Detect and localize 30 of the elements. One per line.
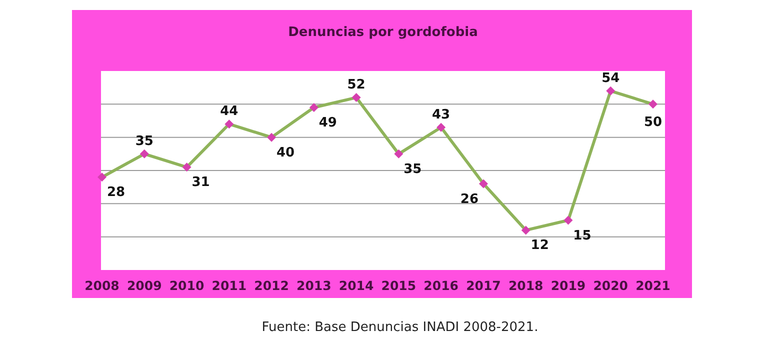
x-tick-label: 2015: [381, 278, 416, 293]
data-label: 54: [602, 70, 620, 86]
data-label: 44: [220, 104, 238, 120]
source-note: Fuente: Base Denuncias INADI 2008-2021.: [262, 320, 538, 335]
data-label: 49: [318, 115, 337, 130]
x-tick-label: 2010: [169, 278, 204, 293]
data-label: 40: [276, 145, 295, 160]
x-tick-label: 2014: [338, 278, 374, 293]
data-label: 52: [347, 78, 366, 93]
x-tick-label: 2008: [84, 278, 120, 293]
data-label: 35: [404, 162, 422, 177]
x-tick-label: 2019: [550, 278, 586, 293]
x-tick-label: 2017: [466, 278, 501, 293]
x-tick-label: 2020: [593, 278, 628, 293]
data-label: 15: [573, 228, 592, 244]
x-tick-label: 2009: [126, 278, 162, 293]
x-tick-label: 2013: [296, 278, 332, 293]
data-label: 26: [460, 192, 479, 207]
data-label: 50: [644, 115, 662, 130]
data-label: 31: [192, 175, 210, 190]
x-tick-label: 2012: [254, 278, 289, 293]
chart-title: Denuncias por gordofobia: [288, 25, 478, 40]
data-label: 28: [106, 185, 126, 200]
data-label: 43: [432, 107, 450, 122]
data-label: 12: [530, 238, 549, 254]
x-tick-label: 2021: [636, 278, 670, 293]
x-tick-label: 2018: [508, 278, 544, 293]
x-tick-label: 2016: [424, 278, 459, 293]
x-tick-label: 2011: [212, 278, 247, 293]
data-label: 35: [135, 134, 154, 149]
